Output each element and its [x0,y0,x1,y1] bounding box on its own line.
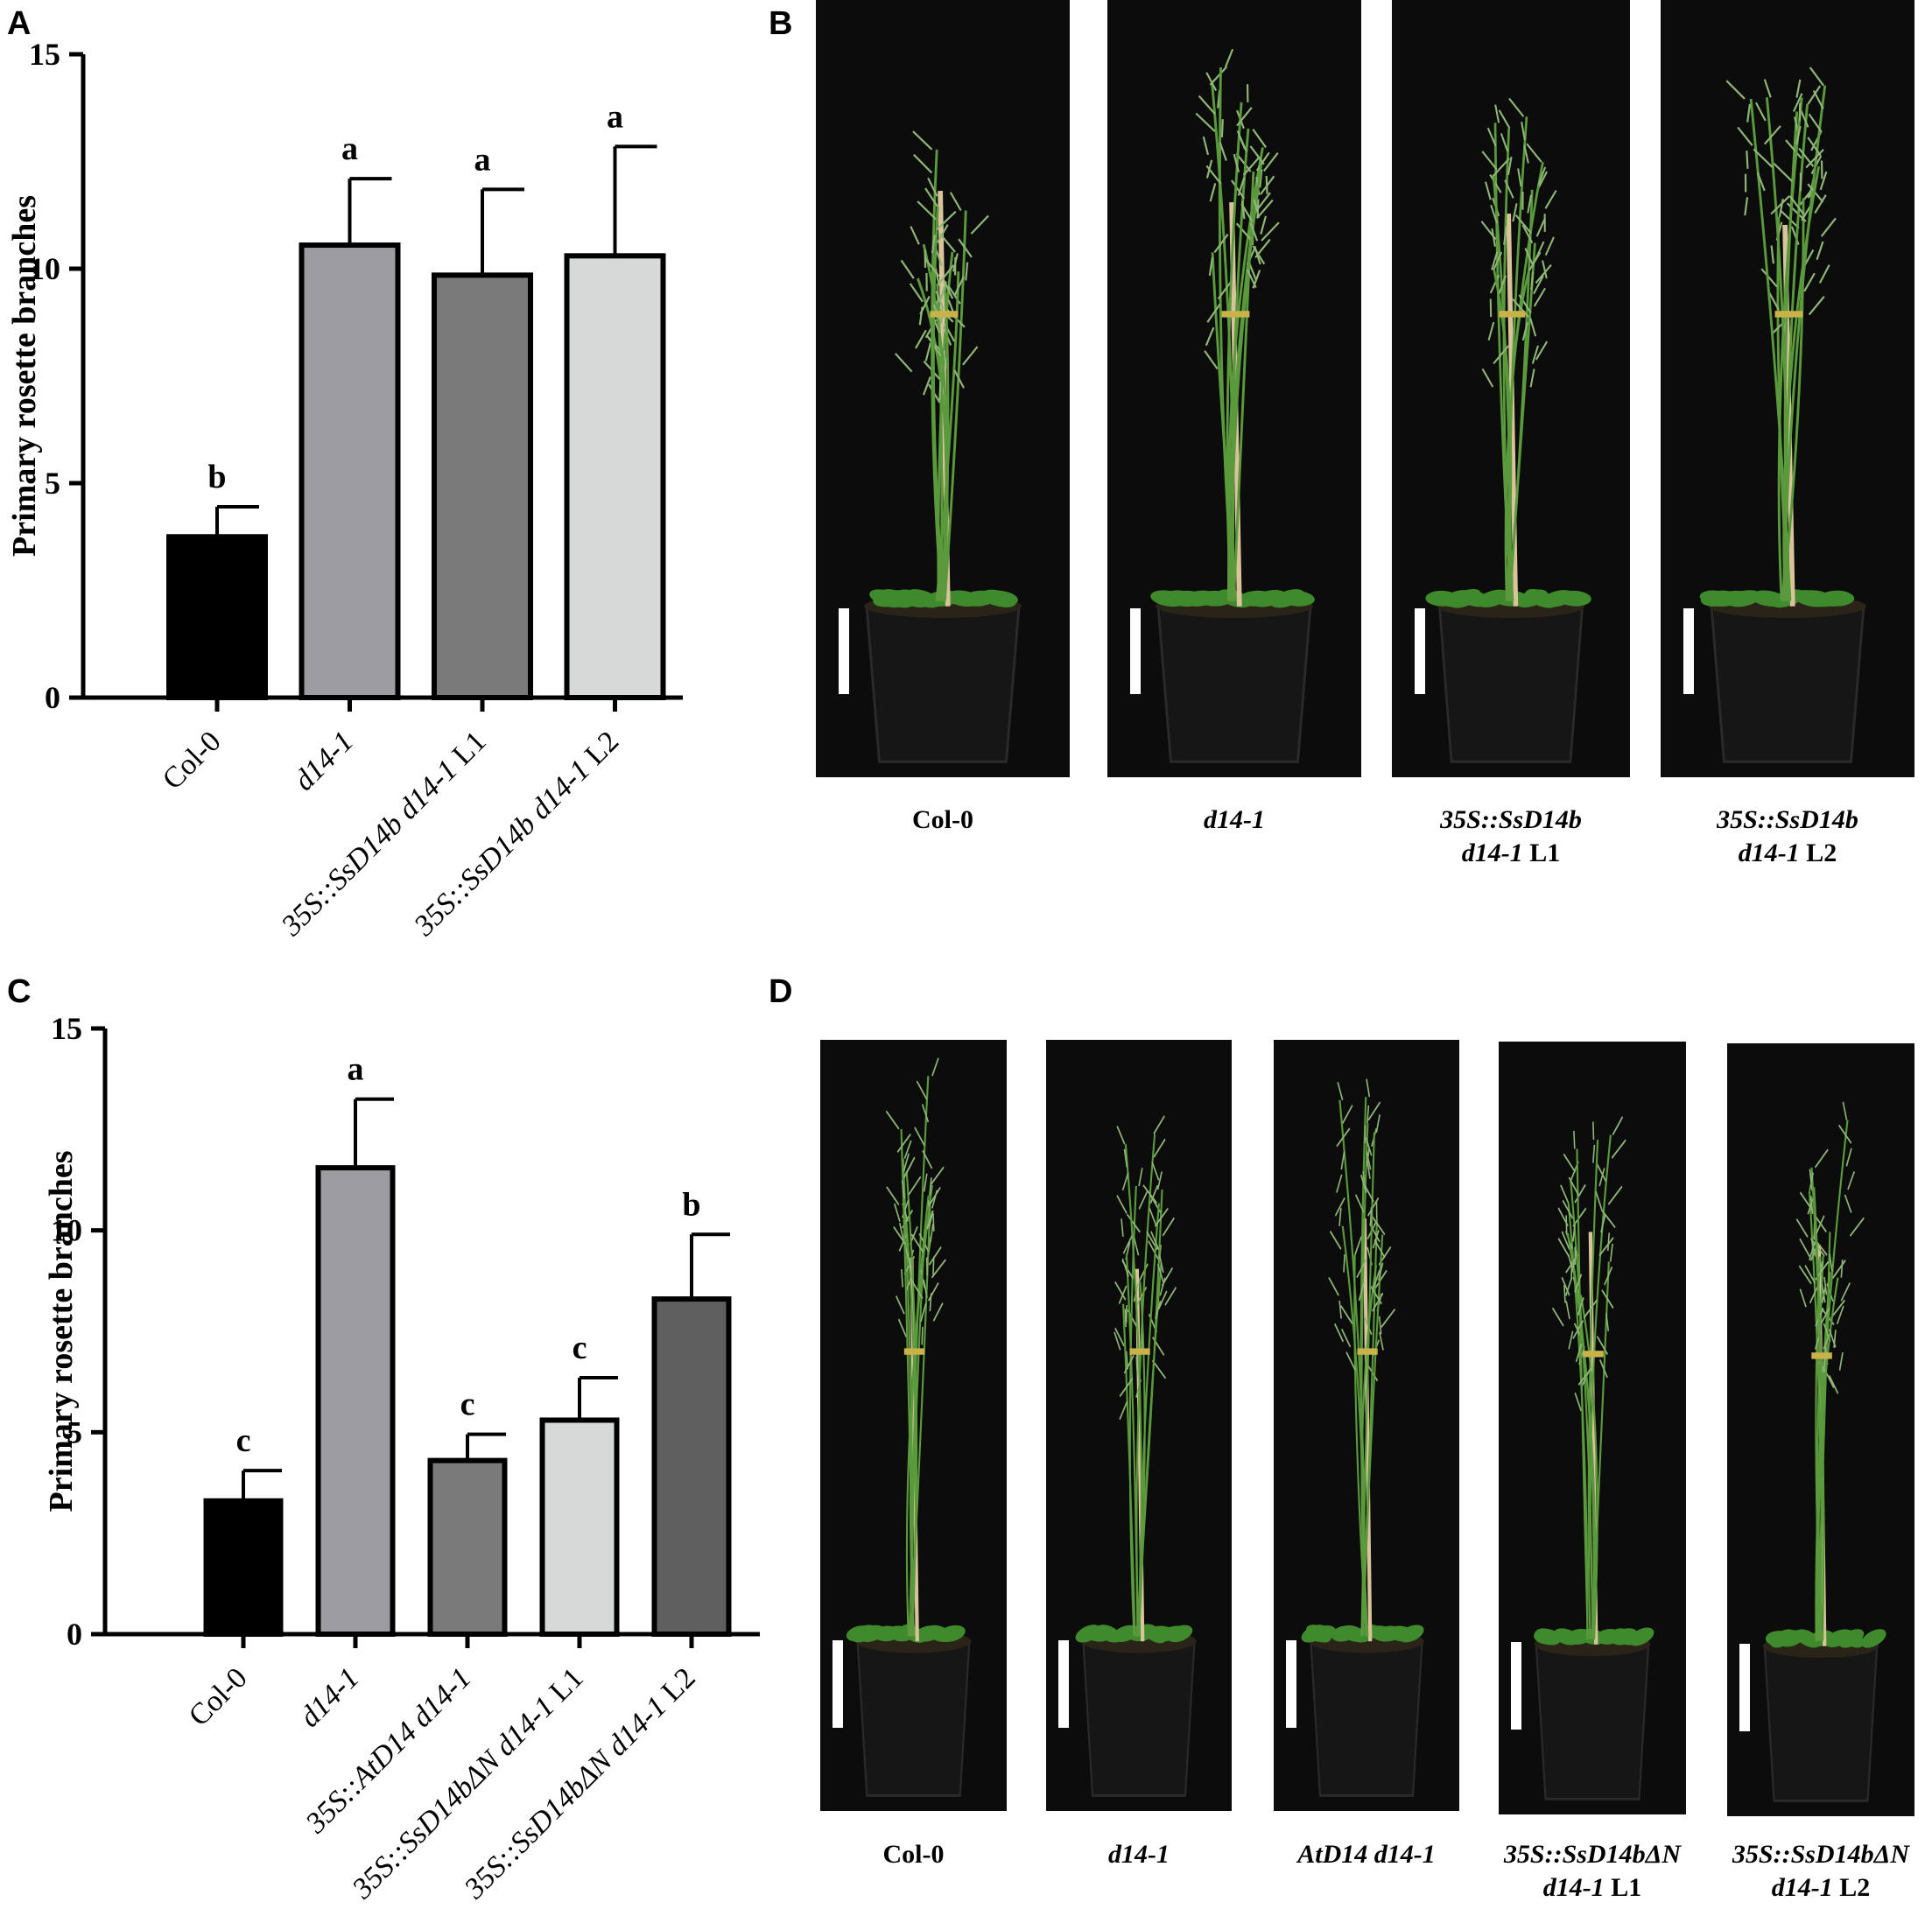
panel-letter-b: B [769,5,793,42]
d-photo-caption: 35S::SsD14bΔN d14-1 L2 [1732,1840,1910,1902]
significance-label: b [682,1186,700,1223]
scale-bar [1286,1640,1296,1728]
y-tick-label: 15 [51,1011,82,1046]
d-photo-caption: d14-1 [1108,1840,1170,1869]
bar [651,1296,732,1637]
significance-label: c [460,1386,475,1423]
bar [315,1165,396,1638]
b-photo-caption: 35S::SsD14b d14-1 L1 [1440,805,1582,867]
bar-chart-a: 0 5 10 15 Primary rosette branches b Col-0 a d14… [6,37,683,943]
d-plant-photo [1499,1042,1686,1814]
bar-chart-c: 0 5 10 15 Primary rosette branches c Col-0 a d14… [43,1011,760,1905]
scale-bar [1058,1640,1069,1728]
significance-label: a [341,130,358,167]
x-tick-label: Col-0 [183,1661,254,1732]
panel-letter-c: C [7,973,32,1010]
panel-letter-d: D [769,973,793,1010]
y-tick-label: 15 [29,37,60,72]
x-tick-label-italic: 35S::SsD14bΔN d14-1 [458,1690,673,1905]
bar [539,1417,620,1638]
d-photo-caption: AtD14 d14-1 [1297,1840,1436,1869]
y-axis-label: Primary rosette branches [43,1151,80,1512]
x-tick-label-plain: Col-0 [183,1661,254,1732]
bar [299,242,401,700]
b-plant-photo [1392,0,1630,777]
bar [564,253,666,700]
significance-label: a [348,1051,364,1088]
significance-label: a [607,98,623,135]
x-tick-label: 35S::SsD14bΔN d14-1 L2 [458,1661,702,1905]
y-tick-label: 5 [45,466,60,501]
b-plant-photo [816,0,1070,777]
x-tick-label: 35S::SsD14bΔN d14-1 L1 [346,1661,590,1905]
bar [166,534,268,700]
scale-bar [1683,608,1694,694]
bar [203,1498,284,1638]
x-tick-label-italic: d14-1 [293,1661,365,1733]
x-tick-label-plain: Col-0 [157,725,228,796]
scale-bar [839,608,849,694]
y-axis-label: Primary rosette branches [6,195,43,557]
x-tick-label: d14-1 [288,725,360,797]
b-plant-photo [1107,0,1361,777]
d-plant-photo [820,1040,1007,1811]
scale-bar [1739,1644,1750,1731]
bar [427,1457,508,1637]
y-tick-label: 0 [45,680,60,715]
significance-label: c [236,1422,251,1459]
scale-bar [1511,1642,1521,1730]
panel-letter-a: A [7,5,32,42]
d-plant-photo [1046,1040,1232,1811]
scale-bar [1130,608,1141,694]
x-tick-label: Col-0 [157,725,228,796]
significance-label: c [573,1330,587,1366]
y-tick-label: 10 [51,1213,82,1248]
d-plant-photo [1274,1040,1459,1811]
y-tick-label: 0 [67,1617,82,1652]
y-tick-label: 10 [29,251,60,286]
b-photo-caption: Col-0 [912,805,973,834]
y-tick-label: 5 [67,1414,82,1449]
scale-bar [833,1640,843,1728]
d-photo-caption: 35S::SsD14bΔN d14-1 L1 [1503,1840,1682,1902]
d-plant-photo [1727,1043,1914,1816]
scale-bar [1415,608,1425,694]
bar [432,272,533,700]
b-plant-photo [1661,0,1914,777]
b-photo-caption: d14-1 [1204,805,1265,834]
x-tick-label-italic: 35S::SsD14bΔN d14-1 [346,1690,561,1905]
d-photo-caption: Col-0 [882,1840,945,1869]
significance-label: a [474,141,491,178]
x-tick-label: d14-1 [293,1661,365,1733]
x-tick-label-italic: d14-1 [288,725,360,797]
significance-label: b [207,459,226,495]
b-photo-caption: 35S::SsD14b d14-1 L2 [1717,805,1858,867]
